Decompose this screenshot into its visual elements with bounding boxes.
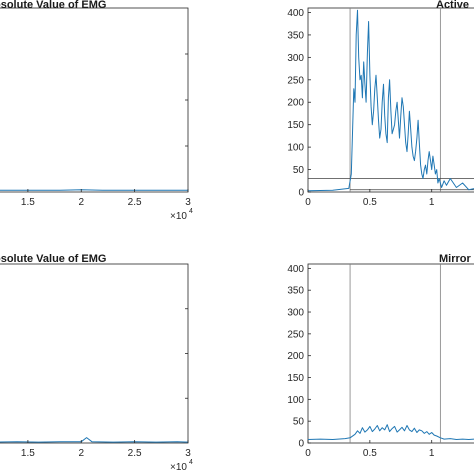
chart-title: osolute Value of EMG: [0, 253, 106, 265]
axes-box: [0, 263, 189, 444]
y-tick-label: 50: [293, 417, 305, 428]
plot-area: [0, 189, 188, 191]
x-tick-label: 0.5: [363, 197, 377, 208]
emg-series-line: [308, 9, 474, 192]
y-tick-label: 300: [287, 53, 304, 64]
x-exponent-power: 4: [189, 208, 193, 215]
emg-series-line: [308, 424, 474, 440]
chart-title: osolute Value of EMG: [0, 0, 106, 11]
y-tick-label: 0: [298, 188, 304, 199]
x-tick-label: 3: [185, 448, 191, 459]
chart-title: Mirror: [439, 253, 472, 265]
y-tick-label: 50: [293, 165, 305, 176]
y-tick-label: 200: [287, 98, 304, 109]
x-exponent-label: ×10: [170, 462, 187, 473]
x-tick-label: 1: [429, 448, 435, 459]
emg-series-line: [0, 189, 188, 191]
y-tick-label: 250: [287, 329, 304, 340]
panel-top-right: Active 0 0.5 1 0 50 100 150 200 250 300 350 400: [287, 0, 474, 208]
emg-series-line: [0, 437, 188, 443]
x-tick-label: 2.5: [128, 448, 142, 459]
x-tick-label: 0.5: [363, 448, 377, 459]
x-tick-label: 2.5: [128, 197, 142, 208]
x-tick-label: 3: [185, 197, 191, 208]
x-tick-label: 1: [429, 197, 435, 208]
y-tick-label: 250: [287, 75, 304, 86]
y-tick-label: 150: [287, 373, 304, 384]
y-tick-label: 200: [287, 351, 304, 362]
axes-box: [307, 263, 474, 444]
panel-bottom-left: osolute Value of EMG 1.5 2 2.5 3 ×10 4: [0, 253, 193, 473]
x-tick-label: 0: [305, 448, 311, 459]
plot-area: [308, 8, 474, 192]
y-tick-label: 300: [287, 308, 304, 319]
y-tick-label: 100: [287, 395, 304, 406]
y-tick-label: 400: [287, 8, 304, 19]
x-tick-label: 0: [305, 197, 311, 208]
axes-box: [307, 7, 474, 193]
x-tick-label: 1.5: [21, 448, 35, 459]
panel-top-left: osolute Value of EMG 1.5 2 2.5 3 ×10 4: [0, 0, 193, 222]
y-tick-label: 350: [287, 286, 304, 297]
plot-area: [308, 264, 474, 443]
x-tick-label: 2: [78, 197, 84, 208]
y-tick-label: 100: [287, 143, 304, 154]
x-exponent-power: 4: [189, 459, 193, 466]
plot-area: [0, 437, 188, 443]
y-tick-label: 150: [287, 120, 304, 131]
x-tick-label: 2: [78, 448, 84, 459]
panel-bottom-right: Mirror 0 0.5 1 0 50 100 150 200 250 300 350 400: [287, 253, 474, 459]
axes-box: [0, 7, 189, 193]
y-tick-label: 350: [287, 30, 304, 41]
y-tick-label: 400: [287, 264, 304, 275]
chart-title: Active: [436, 0, 469, 11]
x-exponent-label: ×10: [170, 211, 187, 222]
y-tick-label: 0: [298, 439, 304, 450]
x-tick-label: 1.5: [21, 197, 35, 208]
